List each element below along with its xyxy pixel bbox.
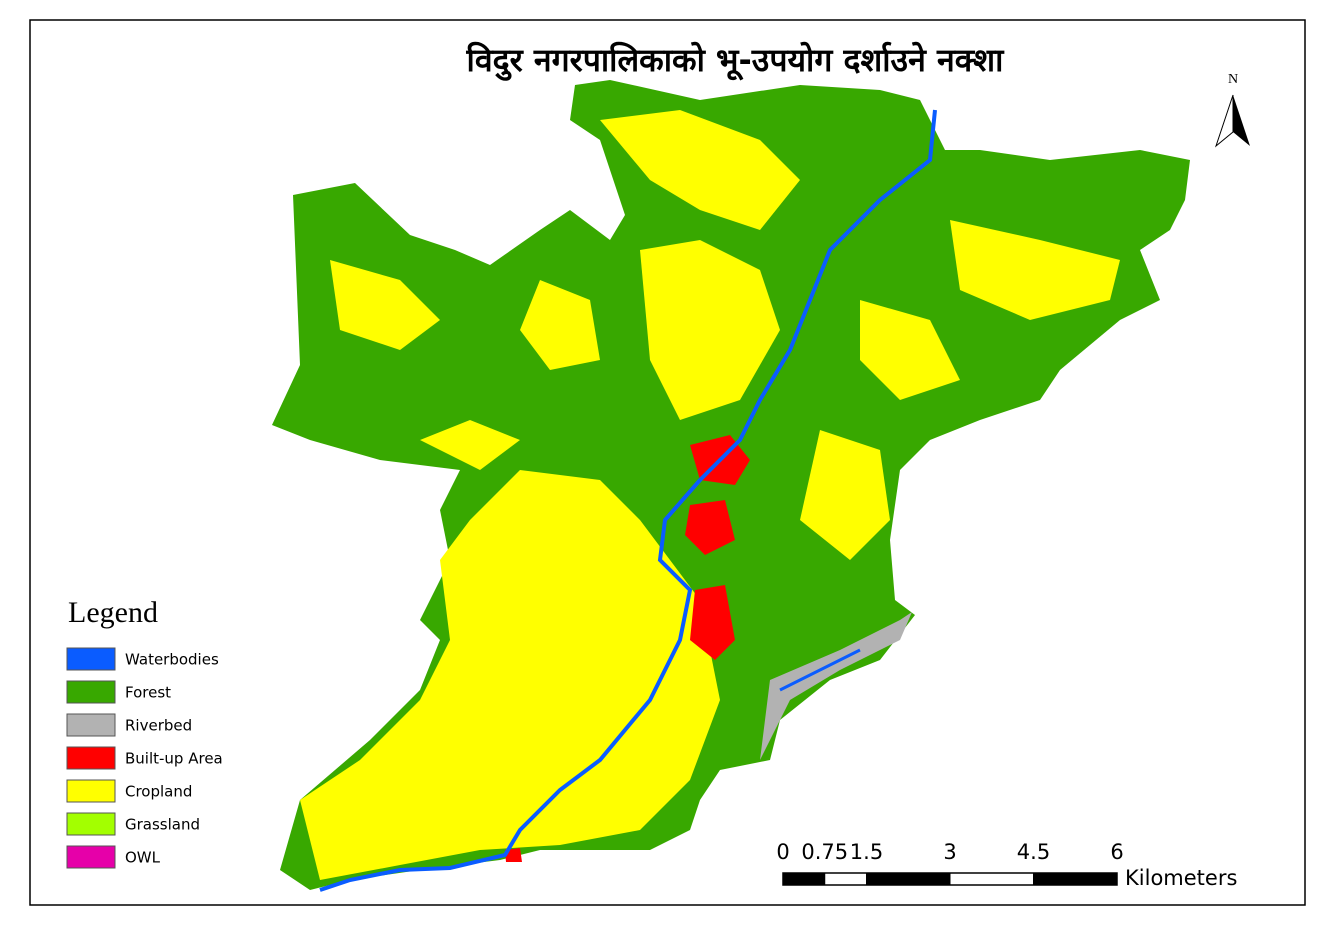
- legend-label: Forest: [125, 684, 171, 702]
- scale-label: 6: [1110, 840, 1123, 864]
- legend-label: Built-up Area: [125, 750, 223, 768]
- scale-label: 0: [776, 840, 789, 864]
- north-arrow: N: [1214, 72, 1250, 148]
- scale-label: 3: [943, 840, 956, 864]
- scale-segment: [1033, 873, 1117, 885]
- scale-unit: Kilometers: [1125, 866, 1237, 890]
- legend-swatch: [66, 812, 116, 836]
- north-arrow-right: [1233, 95, 1250, 146]
- legend-label: Cropland: [125, 783, 192, 801]
- cropland-patches: [300, 110, 1120, 880]
- legend-swatch: [66, 680, 116, 704]
- legend: Legend Waterbodies Forest Riverbed Built-up…: [66, 596, 223, 869]
- riverbed: [760, 612, 912, 760]
- legend-swatch: [66, 845, 116, 869]
- map-area: [272, 80, 1190, 892]
- scale-label: 0.75: [801, 840, 848, 864]
- legend-swatch: [66, 779, 116, 803]
- scale-segment: [783, 873, 825, 885]
- legend-swatch: [66, 647, 116, 671]
- legend-swatch: [66, 713, 116, 737]
- legend-title: Legend: [68, 596, 158, 629]
- legend-label: Riverbed: [125, 717, 192, 735]
- river: [319, 109, 937, 892]
- legend-label: Grassland: [125, 816, 200, 834]
- map-title: विदुर नगरपालिकाको भू-उपयोग दर्शाउने नक्श…: [466, 41, 1006, 81]
- legend-label: OWL: [125, 849, 161, 867]
- north-label: N: [1228, 72, 1238, 87]
- scale-segment: [866, 873, 950, 885]
- scale-label: 1.5: [850, 840, 883, 864]
- stream: [779, 648, 861, 692]
- legend-label: Waterbodies: [125, 651, 219, 669]
- legend-swatch: [66, 746, 116, 770]
- scale-label: 4.5: [1017, 840, 1050, 864]
